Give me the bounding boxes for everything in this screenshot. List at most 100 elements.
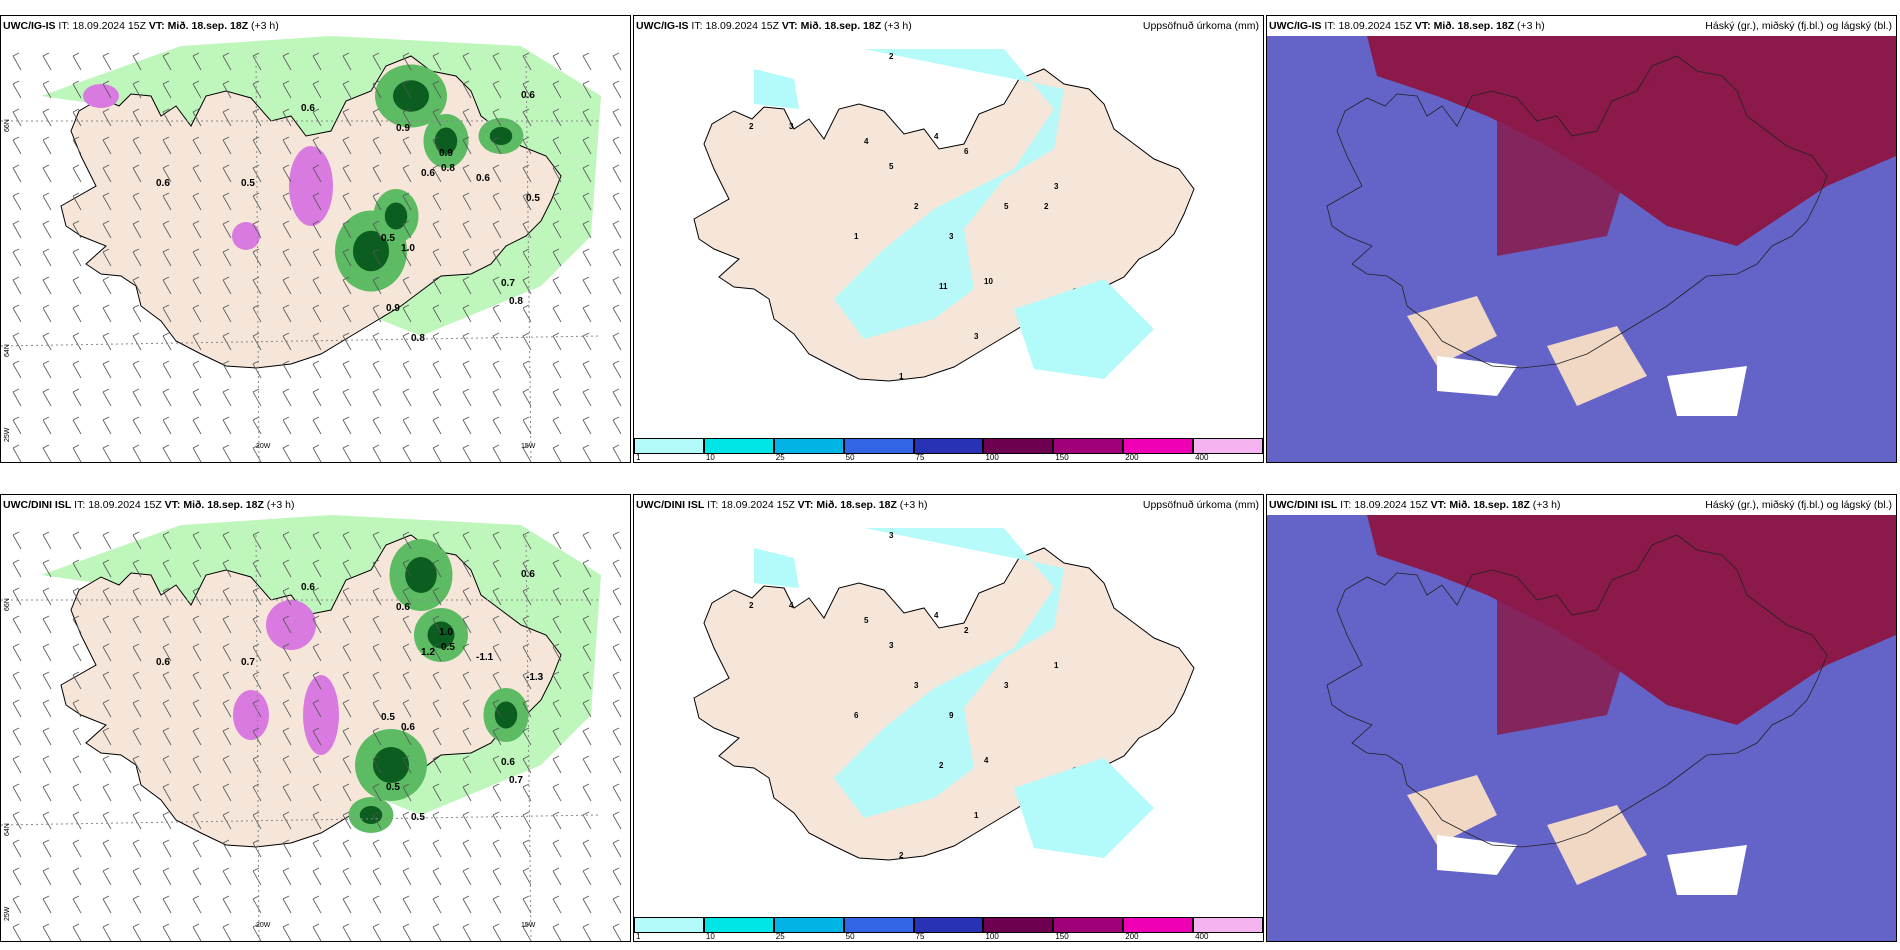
wind-barb [462,783,472,802]
legend-tick: 200 [1125,453,1139,462]
wind-barb [282,52,292,71]
accum-panel-bottom: UWC/DINI ISL IT: 18.09.2024 15Z VT: Mið.… [633,494,1264,942]
wind-barb [462,559,472,578]
accum-legend-top: 1 10 25 50 75 100 150 200 400 [634,438,1263,462]
wind-barb [462,136,472,155]
wind-barb [372,559,382,578]
wind-barb [132,867,142,886]
wind-barb [162,699,172,718]
wind-barb [312,867,322,886]
accum-value: 2 [939,761,944,770]
wind-barb [162,360,172,379]
wind-barb [252,388,262,407]
wind-barb [102,80,112,99]
cloud-map-top [1267,36,1896,462]
wind-barb [612,192,622,211]
wind-barb [492,108,502,127]
wind-barb [372,839,382,858]
wind-barb [342,755,352,774]
wind-barb [102,531,112,550]
wind-barb [492,304,502,323]
wind-barb [72,811,82,830]
wind-barb [612,643,622,662]
precip-value: 0.8 [411,333,425,344]
wind-barb [42,332,52,351]
legend-tick: 10 [705,453,715,462]
wind-barb [552,671,562,690]
wind-barb [102,615,112,634]
wind-barb [282,388,292,407]
wind-barb [432,80,442,99]
wind-barb [222,811,232,830]
wind-barb [282,360,292,379]
wind-barb [522,304,532,323]
wind-barb [552,304,562,323]
wind-barb [432,811,442,830]
wind-barb [72,360,82,379]
wind-barb [462,332,472,351]
wind-barb [132,248,142,267]
wind-barb [462,304,472,323]
mid-cloud-patch [1407,296,1497,366]
accum-area [754,69,799,109]
wind-barb [462,643,472,662]
wind-barb [552,276,562,295]
accum-value: 2 [749,601,754,610]
wind-barb [12,220,22,239]
wind-barb [312,52,322,71]
wind-barb [522,923,532,941]
mid-cloud-patch [1547,805,1647,885]
wind-barb [312,783,322,802]
wind-barb [522,727,532,746]
wind-barb [552,52,562,71]
wind-barb [252,416,262,435]
legend-tick: 150 [1055,932,1069,941]
wind-barb [72,755,82,774]
wind-barb [42,360,52,379]
clear-sky-patch [1667,845,1747,895]
wind-barb [552,895,562,914]
lat-label: 66N [4,119,11,132]
precip-value: 1.2 [421,647,435,658]
wind-barb [282,783,292,802]
accum-value: 1 [974,811,979,820]
wind-barb [42,867,52,886]
wind-barb [12,108,22,127]
wind-barb [42,671,52,690]
wind-barb [102,895,112,914]
precip-panel-top: UWC/IG-IS IT: 18.09.2024 15Z VT: Mið. 18… [0,15,631,463]
accum-value: 2 [749,122,754,131]
wind-barb [372,587,382,606]
wind-barb [72,444,82,462]
wind-barb [372,192,382,211]
wind-barb [552,192,562,211]
wind-barb [282,755,292,774]
wind-barb [432,304,442,323]
snow-patch [232,222,260,250]
precip-cell-dark [384,202,408,230]
wind-barb [492,444,502,462]
wind-barb [282,108,292,127]
wind-barb [132,276,142,295]
wind-barb [402,755,412,774]
wind-barb [252,923,262,941]
accum-map-top: 2 3 2 4 5 4 6 2 3 1 10 11 5 3 3 1 2 [634,49,1263,449]
wind-barb [282,531,292,550]
accum-value: 5 [864,616,869,625]
precip-value: 0.6 [476,173,490,184]
wind-barb [162,136,172,155]
wind-barb [372,388,382,407]
legend-swatch [913,917,984,933]
wind-barb [522,108,532,127]
accum-value: 1 [1054,661,1059,670]
wind-barb [42,531,52,550]
wind-barb [612,80,622,99]
wind-barb [72,164,82,183]
wind-barb [252,895,262,914]
wind-barb [192,559,202,578]
wind-barb [312,895,322,914]
wind-barb [192,444,202,462]
wind-barb [312,192,322,211]
wind-barb [192,615,202,634]
wind-barb [42,755,52,774]
